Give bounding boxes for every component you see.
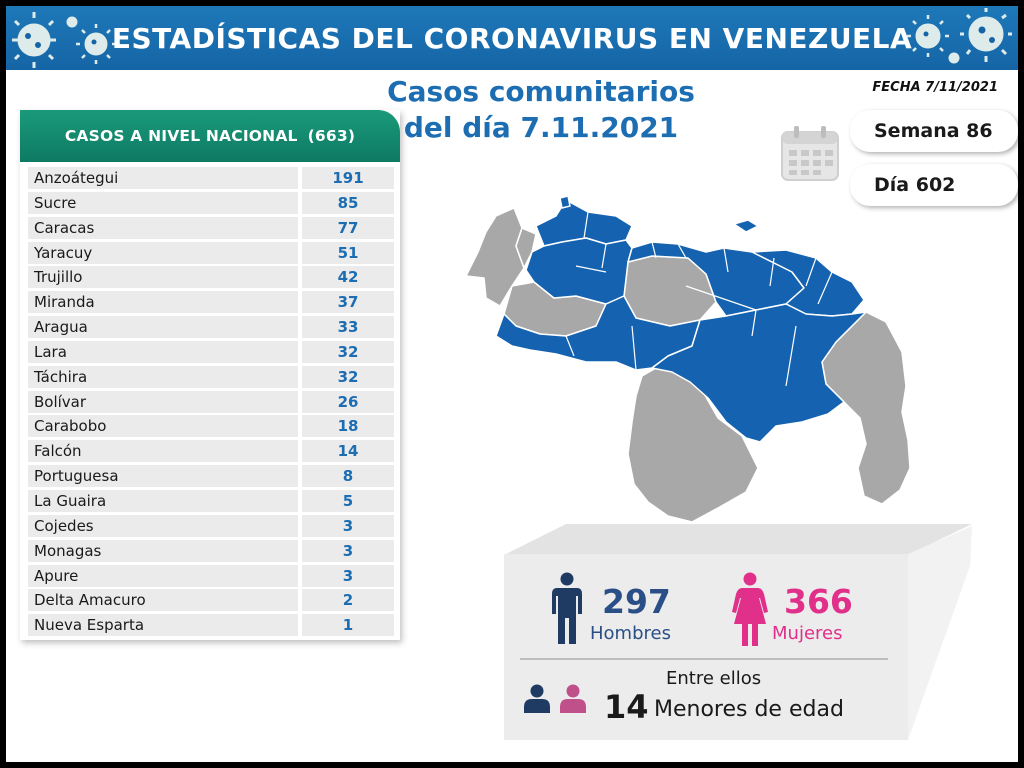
state-name: Cojedes xyxy=(28,514,298,537)
table-header-total: (663) xyxy=(307,127,356,145)
table-header-label: CASOS A NIVEL NACIONAL xyxy=(64,127,298,145)
state-name: Portuguesa xyxy=(28,465,298,488)
stats-divider xyxy=(520,658,888,660)
state-cases: 3 xyxy=(302,514,394,537)
men-label: Hombres xyxy=(590,623,671,644)
woman-icon xyxy=(732,572,768,646)
calendar-icon xyxy=(781,126,839,181)
table-row: Miranda 37 xyxy=(28,291,394,314)
state-cases: 1 xyxy=(302,614,394,637)
subtitle-line-1: Casos comunitarios xyxy=(387,75,695,108)
day-badge: Día 602 xyxy=(850,164,1018,206)
venezuela-map xyxy=(465,195,911,523)
state-cases: 26 xyxy=(302,390,394,413)
table-header: CASOS A NIVEL NACIONAL (663) xyxy=(20,110,400,162)
table-row: Carabobo 18 xyxy=(28,415,394,438)
women-label: Mujeres xyxy=(772,623,843,644)
map-region-small-island xyxy=(559,195,571,209)
table-row: La Guaira 5 xyxy=(28,489,394,512)
map-region-nueva-esparta xyxy=(733,219,759,233)
map-region-falcon-west xyxy=(515,227,537,269)
state-name: Anzoátegui xyxy=(28,167,298,189)
table-row: Bolívar 26 xyxy=(28,390,394,413)
state-name: Apure xyxy=(28,564,298,587)
state-cases: 85 xyxy=(302,191,394,214)
page-title: ESTADÍSTICAS DEL CORONAVIRUS EN VENEZUEL… xyxy=(111,21,913,55)
state-name: Lara xyxy=(28,340,298,363)
table-rows: Anzoátegui 191 Sucre 85 Caracas 77 Yaracuy 51 Tr… xyxy=(28,167,394,639)
table-row: Portuguesa 8 xyxy=(28,465,394,488)
state-name: Monagas xyxy=(28,539,298,562)
virus-icon xyxy=(12,12,116,68)
state-name: Miranda xyxy=(28,291,298,314)
infographic: ESTADÍSTICAS DEL CORONAVIRUS EN VENEZUEL… xyxy=(6,6,1018,762)
state-cases: 3 xyxy=(302,539,394,562)
subtitle: Casos comunitarios del día 7.11.2021 xyxy=(386,74,696,146)
virus-icon xyxy=(907,8,1012,64)
national-cases-table: CASOS A NIVEL NACIONAL (663) Anzoátegui 1… xyxy=(20,110,400,640)
state-cases: 191 xyxy=(302,167,394,189)
state-name: Falcón xyxy=(28,440,298,463)
map-region-bolivar xyxy=(651,303,867,443)
state-name: Táchira xyxy=(28,365,298,388)
table-row: Apure 3 xyxy=(28,564,394,587)
state-cases: 32 xyxy=(302,365,394,388)
man-icon xyxy=(552,572,582,644)
stats-panel-top xyxy=(506,524,972,554)
state-cases: 5 xyxy=(302,489,394,512)
state-name: Nueva Esparta xyxy=(28,614,298,637)
state-cases: 2 xyxy=(302,589,394,612)
header-banner: ESTADÍSTICAS DEL CORONAVIRUS EN VENEZUEL… xyxy=(6,6,1018,70)
table-row: Nueva Esparta 1 xyxy=(28,614,394,637)
state-name: Yaracuy xyxy=(28,241,298,264)
state-cases: 77 xyxy=(302,216,394,239)
child-girl-icon xyxy=(560,684,586,713)
state-cases: 3 xyxy=(302,564,394,587)
table-row: Yaracuy 51 xyxy=(28,241,394,264)
state-name: Delta Amacuro xyxy=(28,589,298,612)
state-name: Caracas xyxy=(28,216,298,239)
state-cases: 8 xyxy=(302,465,394,488)
state-name: Sucre xyxy=(28,191,298,214)
table-row: Lara 32 xyxy=(28,340,394,363)
state-name: Aragua xyxy=(28,316,298,339)
minors-label: Menores de edad xyxy=(654,697,844,722)
state-name: Trujillo xyxy=(28,266,298,289)
table-row: Caracas 77 xyxy=(28,216,394,239)
table-row: Sucre 85 xyxy=(28,191,394,214)
table-row: Delta Amacuro 2 xyxy=(28,589,394,612)
state-cases: 42 xyxy=(302,266,394,289)
table-row: Trujillo 42 xyxy=(28,266,394,289)
women-count: 366 xyxy=(784,582,853,621)
among-them-label: Entre ellos xyxy=(666,668,762,689)
state-cases: 37 xyxy=(302,291,394,314)
report-date: FECHA 7/11/2021 xyxy=(872,80,998,95)
table-row: Falcón 14 xyxy=(28,440,394,463)
state-cases: 18 xyxy=(302,415,394,438)
child-boy-icon xyxy=(524,684,550,713)
state-cases: 14 xyxy=(302,440,394,463)
state-cases: 32 xyxy=(302,340,394,363)
subtitle-line-2: del día 7.11.2021 xyxy=(403,111,679,144)
state-name: Carabobo xyxy=(28,415,298,438)
men-count: 297 xyxy=(602,582,671,621)
table-row: Cojedes 3 xyxy=(28,514,394,537)
stats-panel-side xyxy=(908,526,972,740)
state-name: La Guaira xyxy=(28,489,298,512)
state-cases: 33 xyxy=(302,316,394,339)
state-name: Bolívar xyxy=(28,390,298,413)
minors-count: 14 xyxy=(604,688,649,726)
state-cases: 51 xyxy=(302,241,394,264)
week-badge: Semana 86 xyxy=(850,110,1018,152)
table-row: Anzoátegui 191 xyxy=(28,167,394,189)
table-row: Monagas 3 xyxy=(28,539,394,562)
table-row: Aragua 33 xyxy=(28,316,394,339)
table-row: Táchira 32 xyxy=(28,365,394,388)
